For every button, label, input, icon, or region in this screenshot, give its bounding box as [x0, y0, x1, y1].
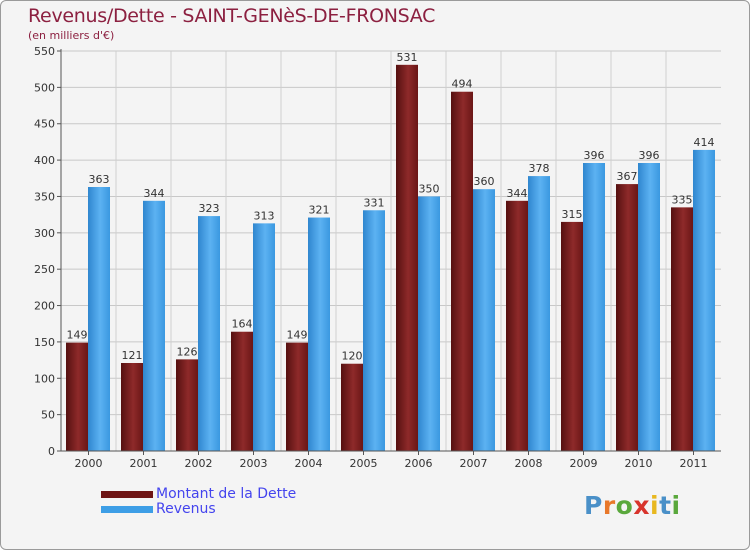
bar-dette — [616, 184, 638, 451]
x-tick-label: 2011 — [680, 457, 708, 470]
data-label: 149 — [67, 329, 88, 342]
logo-letter: P — [584, 491, 603, 520]
bar-revenus — [198, 216, 220, 451]
legend-swatch-debt — [101, 491, 153, 498]
proxiti-logo: Proxiti — [584, 491, 681, 520]
data-label: 367 — [617, 170, 638, 183]
data-label: 363 — [89, 173, 110, 186]
data-label: 494 — [452, 78, 473, 91]
logo-letter: x — [633, 491, 650, 520]
bar-revenus — [308, 217, 330, 451]
data-label: 344 — [144, 187, 165, 200]
logo-letter: i — [671, 491, 681, 520]
data-label: 315 — [562, 208, 583, 221]
x-tick-label: 2000 — [75, 457, 103, 470]
bar-revenus — [88, 187, 110, 451]
x-tick-label: 2003 — [240, 457, 268, 470]
bar-dette — [506, 200, 528, 451]
bar-dette — [176, 359, 198, 451]
y-tick-label: 250 — [34, 263, 55, 276]
data-label: 321 — [309, 204, 330, 217]
x-tick-label: 2001 — [130, 457, 158, 470]
logo-letter: r — [602, 491, 616, 520]
data-label: 531 — [397, 51, 418, 64]
y-tick-label: 50 — [41, 409, 55, 422]
legend-label-revenus: Revenus — [156, 501, 216, 517]
x-tick-label: 2002 — [185, 457, 213, 470]
data-label: 121 — [122, 349, 143, 362]
legend-label-debt: Montant de la Dette — [156, 486, 297, 502]
y-tick-label: 350 — [34, 190, 55, 203]
y-tick-label: 400 — [34, 154, 55, 167]
logo-letter: t — [659, 491, 672, 520]
y-tick-label: 300 — [34, 227, 55, 240]
bar-revenus — [473, 189, 495, 451]
y-tick-label: 100 — [34, 372, 55, 385]
bar-dette — [671, 207, 693, 451]
data-label: 331 — [364, 196, 385, 209]
y-tick-label: 200 — [34, 300, 55, 313]
x-tick-label: 2004 — [295, 457, 323, 470]
x-tick-label: 2009 — [570, 457, 598, 470]
chart-subtitle: (en milliers d'€) — [28, 29, 115, 42]
bar-dette — [561, 221, 583, 451]
logo-letter: o — [615, 491, 634, 520]
data-label: 396 — [639, 149, 660, 162]
y-tick-label: 550 — [34, 45, 55, 58]
y-tick-label: 0 — [48, 445, 55, 458]
bar-revenus — [418, 196, 440, 451]
data-label: 335 — [672, 193, 693, 206]
data-label: 323 — [199, 202, 220, 215]
bar-revenus — [693, 149, 715, 451]
data-label: 350 — [419, 182, 440, 195]
data-label: 313 — [254, 209, 275, 222]
bar-revenus — [363, 210, 385, 451]
bar-dette — [341, 363, 363, 451]
bar-dette — [451, 91, 473, 452]
x-tick-label: 2008 — [515, 457, 543, 470]
data-label: 120 — [342, 350, 363, 363]
bar-revenus — [528, 176, 550, 451]
bar-revenus — [143, 200, 165, 451]
y-tick-label: 500 — [34, 81, 55, 94]
x-tick-label: 2006 — [405, 457, 433, 470]
x-tick-label: 2005 — [350, 457, 378, 470]
bar-dette — [66, 342, 88, 451]
bar-revenus — [583, 163, 605, 451]
data-label: 164 — [232, 318, 253, 331]
x-tick-label: 2010 — [625, 457, 653, 470]
y-tick-label: 150 — [34, 336, 55, 349]
bar-revenus — [253, 223, 275, 451]
data-label: 344 — [507, 187, 528, 200]
data-label: 149 — [287, 329, 308, 342]
x-tick-label: 2007 — [460, 457, 488, 470]
bar-dette — [286, 342, 308, 451]
bar-dette — [121, 363, 143, 451]
chart-title: Revenus/Dette - SAINT-GENèS-DE-FRONSAC — [28, 5, 436, 27]
legend-swatch-revenus — [101, 506, 153, 513]
data-label: 378 — [529, 162, 550, 175]
data-label: 396 — [584, 149, 605, 162]
data-label: 126 — [177, 345, 198, 358]
bar-revenus — [638, 163, 660, 451]
y-tick-label: 450 — [34, 118, 55, 131]
logo-letter: i — [650, 491, 660, 520]
bar-dette — [231, 331, 253, 451]
data-label: 414 — [694, 136, 715, 149]
data-label: 360 — [474, 175, 495, 188]
bar-dette — [396, 64, 418, 451]
